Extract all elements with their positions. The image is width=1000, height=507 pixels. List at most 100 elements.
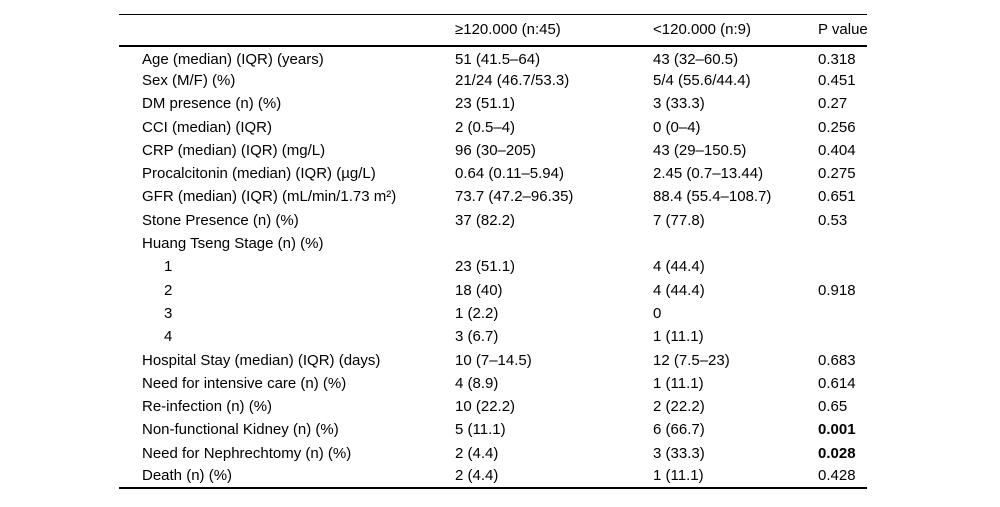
table-row-procalcitonin: Procalcitonin (median) (IQR) (µg/L) 0.64… [119, 162, 867, 185]
cell-group1: 37 (82.2) [455, 211, 516, 229]
column-header-group2: <120.000 (n:9) [653, 21, 751, 39]
cell-group2: 1 (11.1) [653, 328, 704, 346]
cell-pvalue [818, 232, 867, 255]
column-header-pvalue: P value [818, 21, 868, 39]
cell-group1: 21/24 (46.7/53.3) [455, 71, 570, 89]
row-label: Stone Presence (n) (%) [142, 211, 299, 229]
table-row-huang-tseng-stage: Huang Tseng Stage (n) (%) [119, 232, 867, 255]
cell-group1: 2 (0.5–4) [455, 118, 516, 136]
table-row-stage-3: 3 1 (2.2) 0 [119, 302, 867, 325]
cell-group1: 2 (4.4) [455, 467, 499, 485]
cell-group2: 3 (33.3) [653, 95, 705, 113]
row-label: Sex (M/F) (%) [142, 71, 236, 89]
cell-group1: 1 (2.2) [455, 304, 499, 322]
table-row-stage-1: 1 23 (51.1) 4 (44.4) [119, 255, 867, 278]
cell-pvalue: 0.918 [818, 281, 856, 299]
row-label: Hospital Stay (median) (IQR) (days) [142, 351, 381, 369]
cell-pvalue [818, 325, 867, 348]
cell-pvalue: 0.683 [818, 351, 856, 369]
cell-group2: 12 (7.5–23) [653, 351, 730, 369]
table-row-age: Age (median) (IQR) (years) 51 (41.5–64) … [119, 46, 867, 69]
cell-group1: 3 (6.7) [455, 328, 499, 346]
cell-pvalue: 0.275 [818, 165, 856, 183]
cell-group2: 2.45 (0.7–13.44) [653, 165, 764, 183]
cell-group2: 43 (29–150.5) [653, 141, 747, 159]
cell-group2 [653, 232, 818, 255]
cell-group2: 6 (66.7) [653, 421, 705, 439]
cell-group2: 2 (22.2) [653, 398, 705, 416]
cell-group2: 43 (32–60.5) [653, 51, 739, 69]
comparison-table-container: ≥120.000 (n:45) <120.000 (n:9) P value A… [119, 14, 868, 489]
table-row-dm-presence: DM presence (n) (%) 23 (51.1) 3 (33.3) 0… [119, 92, 867, 115]
table-row-crp: CRP (median) (IQR) (mg/L) 96 (30–205) 43… [119, 139, 867, 162]
table-row-stage-4: 4 3 (6.7) 1 (11.1) [119, 325, 867, 348]
cell-pvalue [818, 255, 867, 278]
row-label: 2 [164, 281, 173, 299]
cell-group1: 51 (41.5–64) [455, 51, 541, 69]
cell-group2: 0 (0–4) [653, 118, 701, 136]
table-row-cci: CCI (median) (IQR) 2 (0.5–4) 0 (0–4) 0.2… [119, 115, 867, 138]
cell-group1: 10 (22.2) [455, 398, 516, 416]
cell-group1: 96 (30–205) [455, 141, 536, 159]
cell-pvalue-significant: 0.001 [818, 421, 856, 439]
cell-group2: 1 (11.1) [653, 374, 704, 392]
cell-pvalue: 0.614 [818, 374, 856, 392]
row-label: Huang Tseng Stage (n) (%) [142, 235, 324, 253]
row-label: Need for Nephrechtomy (n) (%) [142, 444, 352, 462]
cell-group1: 10 (7–14.5) [455, 351, 532, 369]
cell-group1 [455, 232, 653, 255]
row-label: GFR (median) (IQR) (mL/min/1.73 m²) [142, 188, 397, 206]
table-row-hospital-stay: Hospital Stay (median) (IQR) (days) 10 (… [119, 348, 867, 371]
cell-group1: 73.7 (47.2–96.35) [455, 188, 574, 206]
table-row-nephrechtomy: Need for Nephrechtomy (n) (%) 2 (4.4) 3 … [119, 442, 867, 465]
header-row: ≥120.000 (n:45) <120.000 (n:9) P value [119, 15, 868, 46]
cell-group2: 0 [653, 304, 662, 322]
table-row-stage-2: 2 18 (40) 4 (44.4) 0.918 [119, 278, 867, 301]
row-label: Re-infection (n) (%) [142, 398, 273, 416]
row-label: Procalcitonin (median) (IQR) (µg/L) [142, 165, 376, 183]
cell-pvalue: 0.27 [818, 95, 848, 113]
cell-group1: 18 (40) [455, 281, 503, 299]
table-row-death: Death (n) (%) 2 (4.4) 1 (11.1) 0.428 [119, 465, 867, 488]
cell-pvalue: 0.451 [818, 71, 856, 89]
row-label: Need for intensive care (n) (%) [142, 374, 347, 392]
cell-pvalue-significant: 0.028 [818, 444, 856, 462]
cell-group2: 88.4 (55.4–108.7) [653, 188, 772, 206]
cell-group1: 2 (4.4) [455, 444, 499, 462]
column-header-group1: ≥120.000 (n:45) [455, 21, 561, 39]
cell-group1: 5 (11.1) [455, 421, 506, 439]
comparison-table: ≥120.000 (n:45) <120.000 (n:9) P value A… [119, 14, 868, 489]
table-row-stone-presence: Stone Presence (n) (%) 37 (82.2) 7 (77.8… [119, 209, 867, 232]
cell-group1: 4 (8.9) [455, 374, 499, 392]
cell-pvalue: 0.53 [818, 211, 848, 229]
table-row-sex: Sex (M/F) (%) 21/24 (46.7/53.3) 5/4 (55.… [119, 69, 867, 92]
cell-group1: 23 (51.1) [455, 258, 516, 276]
row-label: Age (median) (IQR) (years) [142, 51, 324, 69]
table-row-intensive-care: Need for intensive care (n) (%) 4 (8.9) … [119, 372, 867, 395]
table-row-gfr: GFR (median) (IQR) (mL/min/1.73 m²) 73.7… [119, 185, 867, 208]
column-header-empty [119, 15, 455, 46]
cell-group1: 0.64 (0.11–5.94) [455, 165, 564, 183]
row-label: CCI (median) (IQR) [142, 118, 273, 136]
row-label: 4 [164, 328, 173, 346]
row-label: DM presence (n) (%) [142, 95, 282, 113]
cell-pvalue: 0.65 [818, 398, 848, 416]
row-label: 3 [164, 304, 173, 322]
row-label: Death (n) (%) [142, 467, 233, 485]
row-label: 1 [164, 258, 173, 276]
cell-group2: 4 (44.4) [653, 258, 705, 276]
cell-group2: 7 (77.8) [653, 211, 705, 229]
cell-group2: 1 (11.1) [653, 467, 704, 485]
cell-pvalue: 0.404 [818, 141, 856, 159]
cell-group2: 4 (44.4) [653, 281, 705, 299]
cell-group1: 23 (51.1) [455, 95, 516, 113]
table-row-reinfection: Re-infection (n) (%) 10 (22.2) 2 (22.2) … [119, 395, 867, 418]
cell-pvalue: 0.318 [818, 51, 856, 69]
cell-pvalue [818, 302, 867, 325]
table-body: Age (median) (IQR) (years) 51 (41.5–64) … [119, 46, 867, 489]
table-header: ≥120.000 (n:45) <120.000 (n:9) P value [119, 14, 868, 46]
cell-pvalue: 0.256 [818, 118, 856, 136]
row-label: Non-functional Kidney (n) (%) [142, 421, 339, 439]
row-label: CRP (median) (IQR) (mg/L) [142, 141, 326, 159]
cell-pvalue: 0.651 [818, 188, 856, 206]
